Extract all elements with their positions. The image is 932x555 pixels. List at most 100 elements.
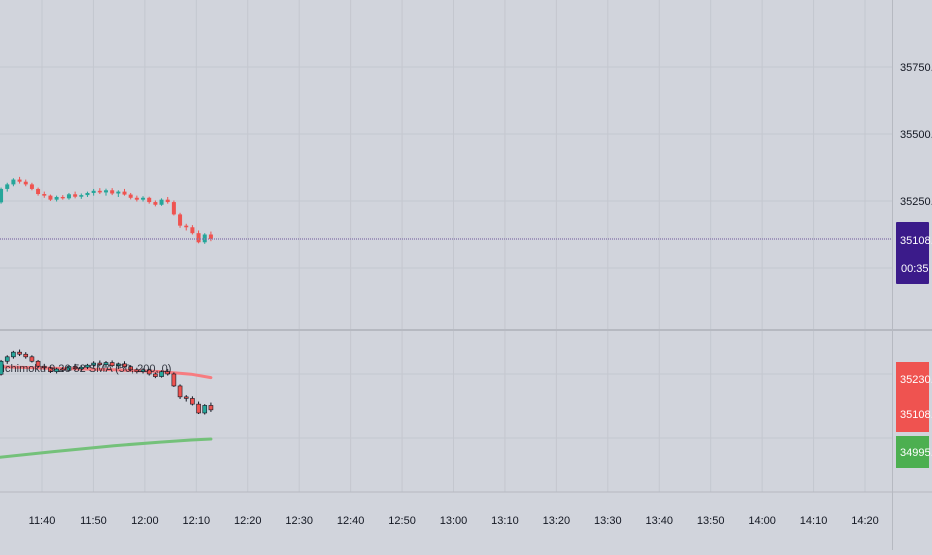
time-tick-label: 13:30	[594, 515, 622, 527]
time-tick-label: 12:40	[337, 515, 365, 527]
last-price-label: 35108.00	[900, 235, 932, 247]
indicator-candle-body	[78, 366, 84, 370]
indicator-label: Ichimoku 9 26 52 SMA (50, 200, 0)	[2, 363, 171, 375]
indicator-candle-body	[85, 364, 90, 368]
candle-body	[85, 192, 90, 196]
sma-50-line	[0, 365, 213, 380]
sma-200-line	[0, 437, 213, 459]
indicator-candle-body	[29, 356, 35, 362]
time-tick-label: 13:20	[543, 515, 571, 527]
overlay: Ichimoku 9 26 52 SMA (50, 200, 0)	[0, 238, 892, 375]
price-tick-label: 35250.00	[900, 196, 932, 208]
indicator-candle-body	[190, 398, 195, 405]
candle-body	[11, 179, 16, 185]
candle-body	[196, 233, 201, 243]
candle-body	[190, 227, 195, 234]
candle-body	[184, 225, 189, 228]
time-tick-label: 12:50	[388, 515, 416, 527]
candle-body	[134, 197, 139, 200]
candles	[0, 176, 213, 244]
time-tick-label: 14:10	[800, 515, 828, 527]
time-tick-label: 13:00	[440, 515, 468, 527]
indicator-candle-body	[11, 351, 16, 358]
price-tick-label: 35750.00	[900, 62, 932, 74]
indicator-candle-body	[48, 367, 53, 372]
candle-body	[128, 194, 133, 198]
candle-body	[54, 196, 59, 200]
candle-body	[29, 184, 34, 189]
indicator-price-label: 34995.90	[900, 447, 932, 459]
candle-body	[5, 184, 10, 189]
indicator-candle-body	[159, 371, 164, 377]
indicator-candle-body	[122, 363, 127, 368]
indicator-candle-body	[171, 373, 177, 387]
candle-body	[171, 202, 176, 215]
candle-body	[23, 181, 28, 185]
candle-body	[48, 195, 53, 200]
indicator-candle-body	[134, 369, 140, 372]
time-tick-label: 12:20	[234, 515, 262, 527]
indicator-candle-body	[54, 368, 59, 372]
indicator-candle-body	[41, 365, 47, 369]
indicator-candle-body	[177, 385, 183, 398]
candle-body	[66, 194, 71, 199]
countdown-label: 00:35	[901, 263, 929, 275]
indicator-candle-body	[146, 369, 152, 375]
candle-body	[110, 190, 115, 194]
indicator-candle-body	[153, 373, 158, 377]
indicator-candle-body	[35, 360, 41, 367]
indicator-lines	[0, 365, 213, 459]
candle-body	[79, 195, 84, 197]
time-tick-label: 13:40	[645, 515, 673, 527]
indicator-candle-body	[116, 363, 121, 366]
candle-body	[36, 188, 41, 195]
indicator-candle-body	[196, 403, 201, 414]
indicator-candle-body	[4, 356, 10, 362]
last-price-tag	[896, 222, 929, 284]
indicator-candle-body	[66, 366, 72, 371]
indicator-candle-body	[103, 362, 109, 365]
indicator-candle-body	[91, 362, 96, 366]
indicator-candle-body	[60, 368, 66, 371]
axes: 35750.00 35500.00 35250.00 35108.00 00:35 352…	[29, 62, 932, 527]
candle-body	[116, 191, 121, 194]
time-tick-label: 11:50	[80, 515, 107, 527]
candle-body	[97, 190, 102, 193]
indicator-candle-body	[17, 351, 22, 355]
candle-body	[17, 179, 22, 182]
indicator-price-tag	[896, 362, 929, 396]
time-tick-label: 12:10	[183, 515, 211, 527]
indicator-candle-body	[183, 396, 189, 399]
candle-body	[159, 199, 164, 205]
time-tick-label: 13:50	[697, 515, 725, 527]
indicator-candles	[0, 349, 214, 415]
candle-body	[178, 214, 183, 226]
time-tick-label: 12:30	[285, 515, 313, 527]
time-tick-label: 14:00	[748, 515, 776, 527]
indicator-candle-body	[140, 369, 146, 372]
indicator-candle-body	[72, 366, 78, 370]
candle-body	[141, 197, 146, 200]
time-tick-label: 11:40	[29, 515, 56, 527]
candle-body	[91, 190, 96, 193]
indicator-candle-body	[0, 360, 4, 375]
time-tick-label: 13:10	[491, 515, 519, 527]
indicator-candle-body	[128, 366, 133, 371]
indicator-candle-body	[97, 362, 103, 365]
time-tick-label: 14:20	[851, 515, 879, 527]
time-tick-label: 12:00	[131, 515, 159, 527]
indicator-price-label: 35230.55	[900, 374, 932, 386]
indicator-candle-body	[165, 371, 171, 375]
indicator-candle-body	[202, 405, 208, 414]
candle-body	[153, 202, 158, 205]
price-tick-label: 35500.00	[900, 129, 932, 141]
candle-body	[0, 188, 4, 203]
candle-body	[60, 196, 65, 199]
indicator-candle-body	[208, 405, 214, 411]
candle-body	[165, 199, 170, 203]
candle-body	[103, 190, 108, 193]
indicator-price-tag	[896, 396, 929, 432]
